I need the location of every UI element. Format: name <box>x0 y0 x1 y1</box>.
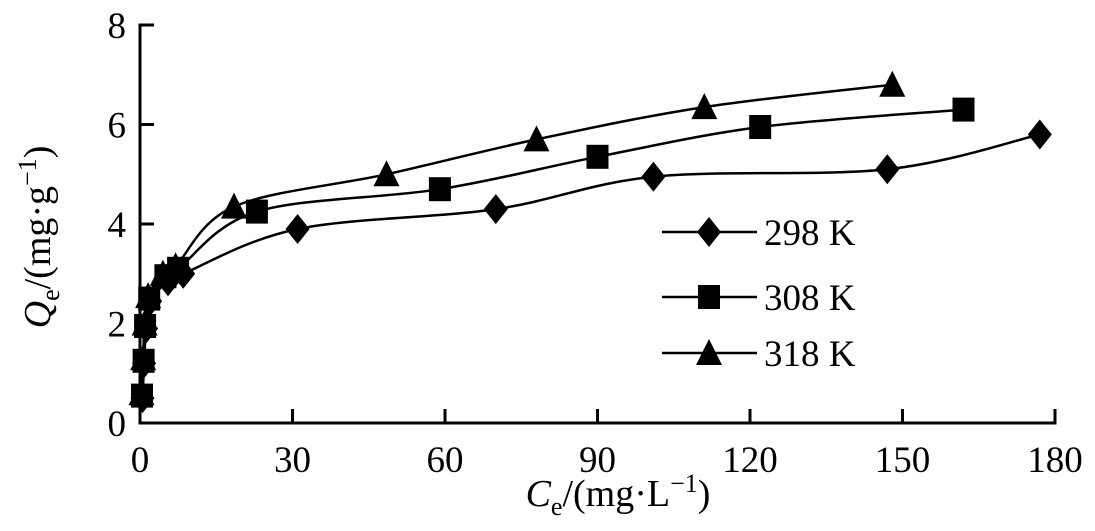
triangle-marker-icon <box>149 259 176 286</box>
legend-item-298k: 298 K <box>662 213 856 254</box>
square-marker-icon <box>698 285 720 309</box>
y-tick-label: 8 <box>108 6 127 47</box>
x-axis-label-sub: e <box>551 492 563 521</box>
axis-frame <box>138 23 1057 425</box>
triangle-marker-icon <box>696 339 722 365</box>
diamond-marker-icon <box>641 161 666 192</box>
y-axis-label-var: Q <box>17 301 59 328</box>
x-tick-label: 60 <box>427 440 464 481</box>
x-tick-label: 0 <box>131 440 150 481</box>
y-axis-label-sup: −1 <box>13 158 42 186</box>
x-axis-label-end: ) <box>698 473 711 515</box>
y-tick-label: 4 <box>108 205 127 246</box>
legend-item-318k: 318 K <box>662 334 856 375</box>
x-tick-label: 90 <box>579 440 616 481</box>
x-tick-label: 120 <box>722 440 778 481</box>
plot-area: 0 2 4 6 8 0 30 60 90 120 150 180 <box>108 6 1083 481</box>
triangle-marker-icon <box>130 344 157 371</box>
diamond-marker-icon <box>697 217 721 247</box>
diamond-marker-icon <box>483 194 508 225</box>
triangle-marker-icon <box>373 160 400 187</box>
square-marker-icon <box>586 144 609 169</box>
legend-label-298k: 298 K <box>764 213 856 254</box>
square-marker-icon <box>428 177 451 202</box>
y-axis-label: Qe/(mg·g−1) <box>13 146 65 329</box>
y-tick-label: 6 <box>108 106 127 147</box>
x-axis-label: Ce/(mg·L−1) <box>526 469 711 521</box>
triangle-marker-icon <box>879 70 906 97</box>
triangle-marker-icon <box>691 93 718 120</box>
series-line-298k <box>141 133 1041 399</box>
legend-label-318k: 318 K <box>764 334 856 375</box>
y-axis-label-mid: /(mg·g <box>17 186 59 289</box>
triangle-marker-icon <box>128 379 155 406</box>
square-marker-icon <box>245 199 268 224</box>
x-tick-label: 180 <box>1027 440 1083 481</box>
diamond-marker-icon <box>875 154 900 185</box>
triangle-marker-icon <box>523 125 550 152</box>
triangle-marker-icon <box>162 252 189 279</box>
y-axis-label-end: ) <box>17 146 59 159</box>
triangle-marker-icon <box>135 282 162 309</box>
diamond-marker-icon <box>1027 119 1052 150</box>
legend: 298 K 308 K 318 K <box>662 213 856 375</box>
legend-item-308k: 308 K <box>662 278 856 319</box>
legend-label-308k: 308 K <box>764 278 856 319</box>
x-axis-label-sup: −1 <box>670 469 698 498</box>
x-tick-label: 30 <box>274 440 311 481</box>
triangle-marker-icon <box>221 192 247 219</box>
diamond-marker-icon <box>285 214 310 244</box>
y-tick-label: 2 <box>108 305 127 346</box>
y-tick-label: 0 <box>108 404 127 445</box>
x-axis-label-mid: /(mg·L <box>562 473 670 515</box>
square-marker-icon <box>952 97 975 122</box>
x-axis-label-var: C <box>526 473 552 515</box>
y-axis-label-sub: e <box>36 289 65 301</box>
triangle-marker-icon <box>131 309 158 336</box>
square-marker-icon <box>749 115 772 139</box>
x-tick-label: 150 <box>875 440 931 481</box>
